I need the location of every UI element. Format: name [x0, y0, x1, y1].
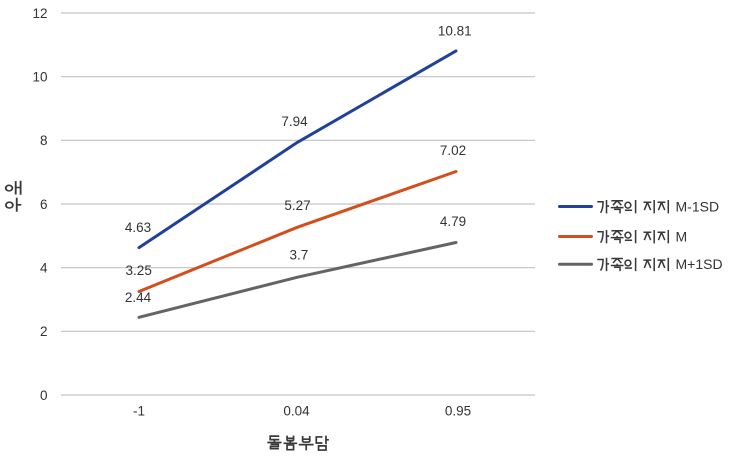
svg-text:M+1SD: M+1SD — [676, 256, 723, 272]
svg-text:0.04: 0.04 — [283, 403, 310, 418]
svg-text:3.7: 3.7 — [290, 248, 309, 263]
svg-text:4: 4 — [40, 261, 48, 276]
svg-text:0.95: 0.95 — [445, 403, 471, 418]
svg-text:M: M — [676, 228, 688, 244]
svg-text:0: 0 — [40, 388, 48, 403]
svg-text:7.02: 7.02 — [440, 143, 466, 158]
svg-text:4.63: 4.63 — [125, 220, 151, 235]
svg-text:5.27: 5.27 — [284, 198, 310, 213]
svg-text:M-1SD: M-1SD — [676, 198, 720, 214]
svg-text:6: 6 — [40, 197, 48, 212]
svg-text:8: 8 — [40, 133, 48, 148]
svg-text:12: 12 — [32, 6, 47, 21]
svg-text:10: 10 — [32, 70, 47, 85]
svg-text:3.25: 3.25 — [126, 263, 152, 278]
svg-text:10.81: 10.81 — [438, 24, 472, 39]
svg-text:-1: -1 — [133, 403, 145, 418]
svg-text:2: 2 — [40, 324, 48, 339]
svg-text:4.79: 4.79 — [440, 214, 466, 229]
svg-text:7.94: 7.94 — [281, 114, 308, 129]
svg-text:2.44: 2.44 — [125, 290, 152, 305]
